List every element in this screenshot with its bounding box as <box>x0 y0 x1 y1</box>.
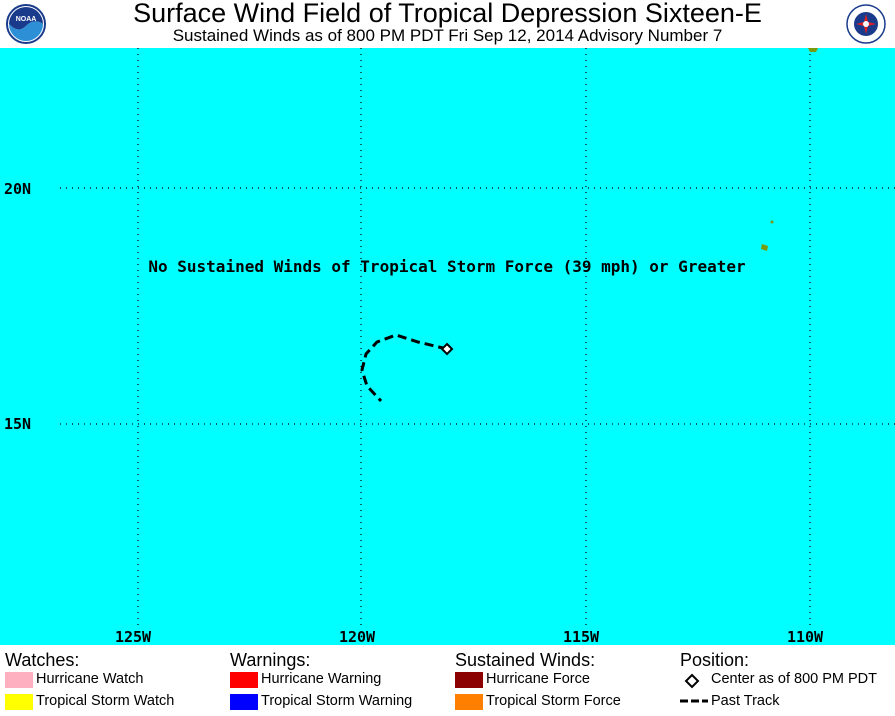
lat-label-20n: 20N <box>4 180 31 198</box>
legend-position-heading: Position: <box>680 650 750 670</box>
ts-force-label: Tropical Storm Force <box>486 693 621 709</box>
lon-grid <box>137 48 811 628</box>
storm-center-marker <box>440 342 454 356</box>
lon-label-120w: 120W <box>339 628 376 645</box>
ts-watch-label: Tropical Storm Watch <box>36 693 175 709</box>
center-label: Center as of 800 PM PDT <box>711 671 878 687</box>
map-subtitle: Sustained Winds as of 800 PM PDT Fri Sep… <box>172 26 723 45</box>
past-track-label: Past Track <box>711 693 780 709</box>
dashed-line-icon <box>680 699 708 703</box>
lon-label-110w: 110W <box>787 628 824 645</box>
ts-warning-label: Tropical Storm Warning <box>261 693 413 709</box>
legend-warnings-heading: Warnings: <box>230 650 311 670</box>
legend: Watches: Hurricane Watch Tropical Storm … <box>0 645 895 716</box>
hurricane-force-swatch <box>455 672 483 688</box>
ts-watch-swatch <box>5 694 33 710</box>
no-winds-message: No Sustained Winds of Tropical Storm For… <box>148 257 745 276</box>
hurricane-watch-swatch <box>5 672 33 688</box>
past-track-line <box>360 333 448 403</box>
noaa-logo-icon: NOAA <box>6 4 46 44</box>
diamond-icon <box>684 673 700 689</box>
legend-winds-heading: Sustained Winds: <box>455 650 596 670</box>
land-features <box>761 48 818 251</box>
nws-logo-icon <box>846 4 886 44</box>
lat-label-15n: 15N <box>4 415 31 433</box>
lon-label-125w: 125W <box>115 628 152 645</box>
ts-warning-swatch <box>230 694 258 710</box>
map-title: Surface Wind Field of Tropical Depressio… <box>133 0 762 28</box>
hurricane-warning-label: Hurricane Warning <box>261 671 382 687</box>
hurricane-force-label: Hurricane Force <box>486 671 590 687</box>
island-socorro <box>761 244 768 251</box>
hurricane-watch-label: Hurricane Watch <box>36 671 144 687</box>
ts-force-swatch <box>455 694 483 710</box>
legend-watches-heading: Watches: <box>5 650 80 670</box>
lon-label-115w: 115W <box>563 628 600 645</box>
island-north <box>808 48 818 52</box>
wind-field-map: 20N 15N 125W 120W 115W 110W No Sustained… <box>0 48 895 645</box>
island-small <box>770 220 774 224</box>
noaa-logo-text: NOAA <box>16 16 37 23</box>
hurricane-warning-swatch <box>230 672 258 688</box>
